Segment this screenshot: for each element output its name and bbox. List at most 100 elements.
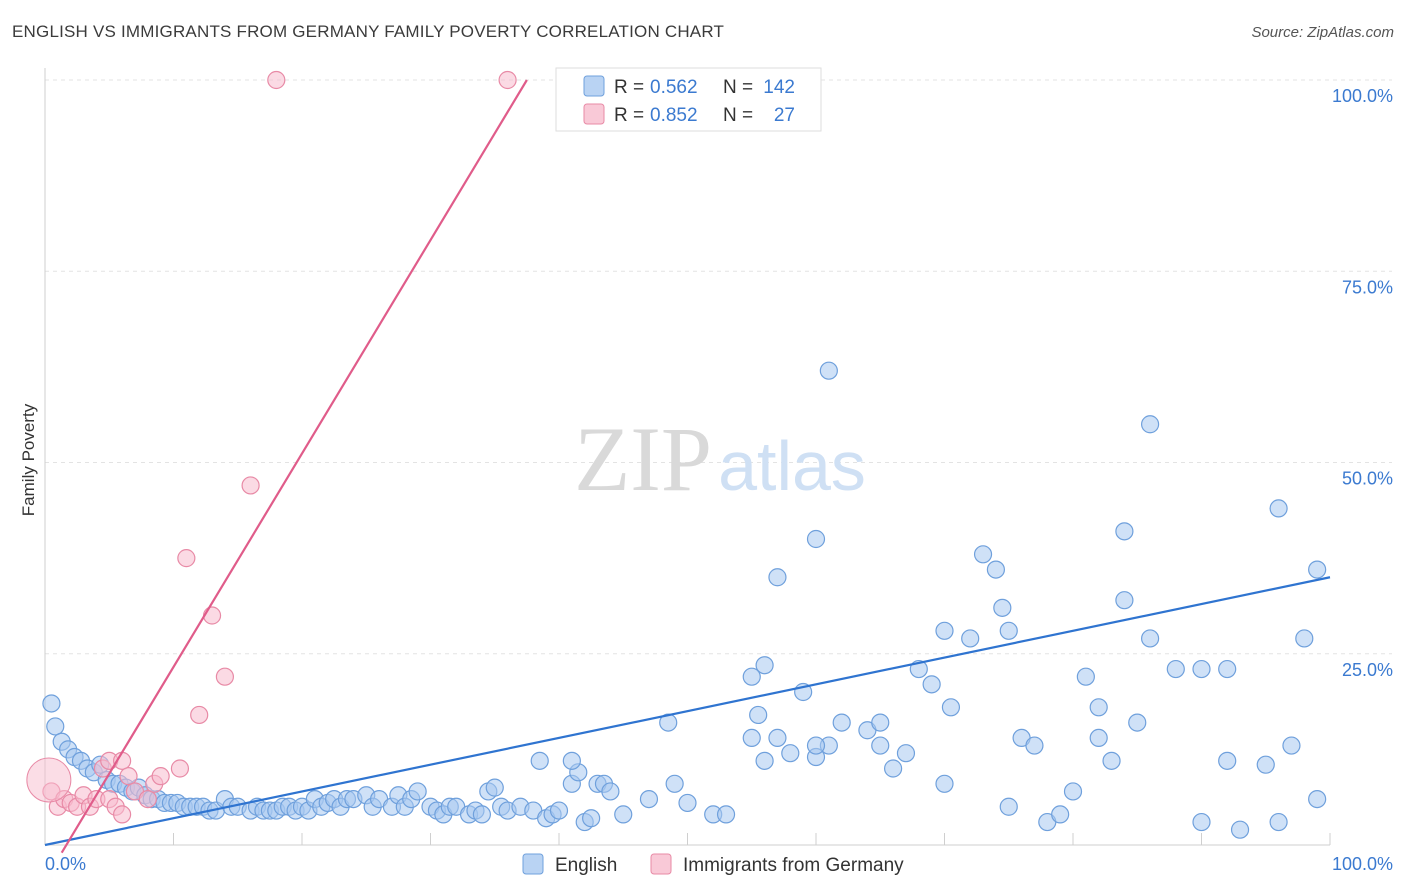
germany-points	[26, 70, 517, 824]
bottom-legend-swatch-germany	[650, 853, 672, 875]
english-point	[42, 694, 61, 713]
english-point	[1269, 499, 1288, 518]
english-point	[1256, 755, 1275, 774]
english-point	[871, 713, 890, 732]
legend-r-value: 0.562	[650, 77, 698, 98]
english-trend-line	[44, 576, 1331, 847]
english-point	[562, 751, 581, 770]
x-tick-labels: 0.0% 100.0%	[45, 854, 1393, 874]
english-point	[1140, 629, 1160, 648]
bottom-legend-swatch-english	[522, 853, 544, 875]
germany-point	[170, 759, 190, 778]
english-point	[999, 621, 1018, 640]
english-point	[716, 805, 736, 824]
germany-point	[215, 667, 234, 686]
english-point	[1115, 591, 1134, 610]
legend-n-label: N =	[723, 105, 753, 126]
english-point	[961, 629, 980, 648]
english-point	[1269, 812, 1288, 832]
english-point	[1192, 812, 1211, 832]
germany-point	[112, 805, 132, 824]
bottom-legend: English Immigrants from Germany	[522, 853, 904, 876]
y-tick-labels: 25.0% 50.0% 75.0% 100.0%	[1332, 86, 1393, 680]
english-point	[883, 759, 903, 778]
germany-point-large	[26, 757, 72, 803]
english-point	[973, 545, 993, 564]
english-point	[1115, 522, 1134, 541]
y-tick-label: 50.0%	[1342, 469, 1393, 489]
watermark-zip: ZIP	[574, 408, 712, 510]
english-point	[639, 789, 659, 809]
english-point	[1102, 751, 1121, 770]
english-point	[1166, 659, 1185, 679]
x-tick-label-max: 100.0%	[1332, 854, 1393, 874]
legend-swatch	[583, 75, 605, 97]
english-point	[1051, 805, 1070, 824]
english-point	[742, 667, 761, 686]
english-point	[993, 598, 1012, 617]
x-tick-label-min: 0.0%	[45, 854, 86, 874]
english-point	[742, 728, 761, 748]
watermark-atlas: atlas	[718, 427, 866, 505]
germany-point	[138, 789, 157, 809]
english-point	[941, 698, 961, 717]
legend-n-value: 27	[774, 105, 795, 126]
axes	[44, 68, 1331, 846]
y-tick-label: 100.0%	[1332, 86, 1393, 106]
english-point	[896, 744, 916, 763]
english-point	[806, 529, 826, 549]
english-point	[46, 717, 65, 736]
english-point	[1308, 789, 1327, 809]
english-point	[749, 705, 768, 725]
english-point	[1192, 659, 1211, 679]
english-point	[601, 782, 620, 801]
english-point	[1308, 560, 1327, 579]
chart-source: Source: ZipAtlas.com	[1251, 24, 1394, 41]
english-point	[1025, 736, 1044, 755]
y-axis-label: Family Poverty	[19, 403, 38, 516]
chart-title: ENGLISH VS IMMIGRANTS FROM GERMANY FAMIL…	[12, 22, 725, 41]
english-point	[1140, 415, 1160, 434]
legend-r-value: 0.852	[650, 105, 698, 126]
germany-trend-line	[60, 79, 528, 854]
watermark: ZIPatlas	[574, 408, 866, 510]
germany-point	[498, 70, 517, 90]
english-point	[1063, 782, 1083, 801]
english-point	[665, 774, 684, 793]
english-point	[582, 809, 601, 828]
y-tick-label: 25.0%	[1342, 660, 1393, 680]
english-point	[768, 728, 787, 748]
germany-point	[151, 767, 170, 786]
legend-swatch	[583, 103, 605, 125]
english-point	[1218, 659, 1237, 679]
english-point	[408, 782, 427, 801]
english-point	[549, 801, 569, 820]
english-point	[1230, 820, 1250, 839]
bottom-legend-label-germany: Immigrants from Germany	[683, 855, 904, 876]
english-point	[614, 805, 633, 824]
legend-r-label: R =	[614, 77, 644, 98]
legend-r-label: R =	[614, 105, 644, 126]
germany-point	[267, 70, 286, 90]
y-tick-label: 75.0%	[1342, 277, 1393, 297]
english-point	[832, 713, 851, 732]
english-point	[755, 751, 774, 770]
germany-point	[177, 549, 196, 568]
english-point	[1128, 713, 1147, 732]
english-point	[1282, 736, 1301, 755]
english-point	[871, 736, 890, 755]
english-point	[472, 805, 491, 824]
english-point	[678, 793, 697, 813]
english-point	[768, 568, 787, 587]
trend-lines	[44, 79, 1331, 854]
germany-point	[241, 476, 260, 495]
english-point	[1295, 629, 1314, 648]
english-point	[1218, 751, 1237, 770]
english-point	[806, 736, 826, 755]
legend: R = 0.562 N = 142 R = 0.852 N = 27	[555, 67, 822, 132]
germany-point	[119, 767, 138, 786]
english-point	[755, 656, 774, 675]
grid-lines	[45, 79, 1392, 655]
english-point	[935, 621, 954, 640]
